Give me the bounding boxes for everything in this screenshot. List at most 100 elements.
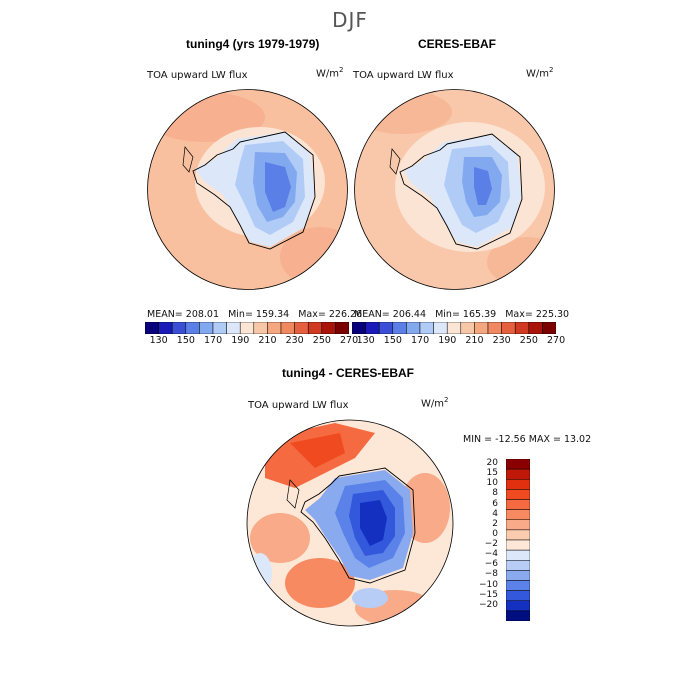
colorbar-swatch — [307, 322, 323, 334]
panel3-colorbar — [506, 459, 530, 621]
colorbar-swatch — [506, 560, 530, 571]
colorbar-swatch — [506, 590, 530, 602]
colorbar-tick-label: 190 — [231, 335, 250, 346]
colorbar-swatch — [506, 580, 530, 591]
colorbar-swatch — [212, 322, 227, 334]
colorbar-swatch — [253, 322, 268, 334]
colorbar-tick-label: 230 — [285, 335, 304, 346]
colorbar-swatch — [506, 489, 530, 500]
colorbar-swatch — [506, 459, 530, 470]
colorbar-swatch — [460, 322, 475, 334]
panel2-max: Max= 225.30 — [505, 309, 570, 320]
colorbar-tick-label: 170 — [204, 335, 223, 346]
panel3-minmax: MIN = -12.56 MAX = 13.02 — [463, 434, 592, 445]
panel1-variable-label: TOA upward LW flux — [147, 70, 248, 81]
colorbar-tick-label: −8 — [484, 569, 498, 580]
colorbar-tick-label: 230 — [492, 335, 511, 346]
colorbar-tick-label: 20 — [486, 458, 498, 469]
colorbar-tick-label: −20 — [479, 599, 498, 610]
colorbar-tick-label: 10 — [486, 478, 498, 489]
panel1-colorbar-labels: 130 150 170 190 210 230 250 270 — [145, 335, 359, 347]
panel1-title: tuning4 (yrs 1979-1979) — [186, 37, 320, 51]
colorbar-tick-label: 270 — [547, 335, 566, 346]
colorbar-tick-label: 170 — [411, 335, 430, 346]
colorbar-tick-label: −2 — [484, 539, 498, 550]
colorbar-tick-label: 270 — [340, 335, 359, 346]
colorbar-swatch — [528, 322, 543, 334]
colorbar-tick-label: 190 — [438, 335, 457, 346]
panel2-colorbar — [352, 322, 556, 334]
colorbar-swatch — [171, 322, 187, 334]
colorbar-swatch — [506, 499, 530, 510]
colorbar-tick-label: −4 — [484, 549, 498, 560]
colorbar-tick-label: 130 — [356, 335, 375, 346]
colorbar-swatch — [365, 322, 380, 334]
panel1-polar-map — [147, 89, 348, 290]
colorbar-swatch — [446, 322, 462, 334]
colorbar-swatch — [506, 570, 530, 581]
colorbar-tick-label: 210 — [465, 335, 484, 346]
colorbar-tick-label: 250 — [312, 335, 331, 346]
panel1-units: W/m2 — [316, 66, 344, 80]
colorbar-swatch — [419, 322, 434, 334]
panel2-min: Min= 165.39 — [435, 309, 497, 320]
colorbar-swatch — [406, 322, 421, 334]
colorbar-swatch — [321, 322, 336, 334]
colorbar-swatch — [487, 322, 502, 334]
colorbar-swatch — [506, 529, 530, 541]
colorbar-swatch — [506, 539, 530, 551]
colorbar-tick-label: 15 — [486, 468, 498, 479]
colorbar-swatch — [158, 322, 173, 334]
panel1-max: Max= 226.26 — [298, 309, 363, 320]
colorbar-swatch — [199, 322, 214, 334]
colorbar-tick-label: 150 — [383, 335, 402, 346]
panel2-stats: MEAN= 206.44 Min= 165.39 Max= 225.30 — [354, 309, 569, 320]
colorbar-swatch — [145, 322, 159, 334]
colorbar-swatch — [506, 519, 530, 531]
colorbar-tick-label: 2 — [492, 518, 498, 529]
colorbar-swatch — [267, 322, 282, 334]
colorbar-tick-label: 150 — [176, 335, 195, 346]
colorbar-swatch — [226, 322, 241, 334]
panel3-polar-map — [246, 419, 454, 627]
colorbar-swatch — [280, 322, 295, 334]
colorbar-swatch — [352, 322, 366, 334]
panel2-polar-map — [354, 89, 555, 290]
panel3-units: W/m2 — [421, 396, 449, 410]
colorbar-swatch — [506, 600, 530, 612]
colorbar-swatch — [185, 322, 200, 334]
colorbar-tick-label: 250 — [519, 335, 538, 346]
colorbar-swatch — [506, 549, 530, 561]
colorbar-tick-label: 8 — [492, 488, 498, 499]
panel1-mean: MEAN= 208.01 — [147, 309, 220, 320]
colorbar-swatch — [506, 509, 530, 521]
colorbar-swatch — [542, 322, 556, 334]
colorbar-tick-label: 6 — [492, 498, 498, 509]
colorbar-tick-label: 4 — [492, 508, 498, 519]
colorbar-tick-label: −10 — [479, 579, 498, 590]
main-title: DJF — [332, 8, 368, 32]
panel2-colorbar-labels: 130 150 170 190 210 230 250 270 — [352, 335, 566, 347]
panel2-units: W/m2 — [526, 66, 554, 80]
panel1-colorbar — [145, 322, 349, 334]
colorbar-swatch — [506, 610, 530, 621]
colorbar-tick-label: 130 — [149, 335, 168, 346]
colorbar-swatch — [506, 479, 530, 490]
panel2-mean: MEAN= 206.44 — [354, 309, 427, 320]
colorbar-tick-label: 0 — [492, 528, 498, 539]
panel1-min: Min= 159.34 — [228, 309, 290, 320]
panel3-variable-label: TOA upward LW flux — [248, 400, 349, 411]
colorbar-swatch — [392, 322, 407, 334]
colorbar-swatch — [239, 322, 255, 334]
colorbar-tick-label: −15 — [479, 589, 498, 600]
panel3-colorbar-labels: 20 15 10 8 6 4 2 0 −2 −4 −6 −8 −10 −15 −20 — [476, 458, 502, 621]
colorbar-swatch — [294, 322, 309, 334]
colorbar-swatch — [514, 322, 530, 334]
colorbar-swatch — [335, 322, 349, 334]
colorbar-swatch — [474, 322, 489, 334]
panel3-title: tuning4 - CERES-EBAF — [282, 366, 414, 380]
colorbar-swatch — [501, 322, 516, 334]
colorbar-tick-label: −6 — [484, 559, 498, 570]
colorbar-swatch — [378, 322, 394, 334]
colorbar-tick-label: 210 — [258, 335, 277, 346]
